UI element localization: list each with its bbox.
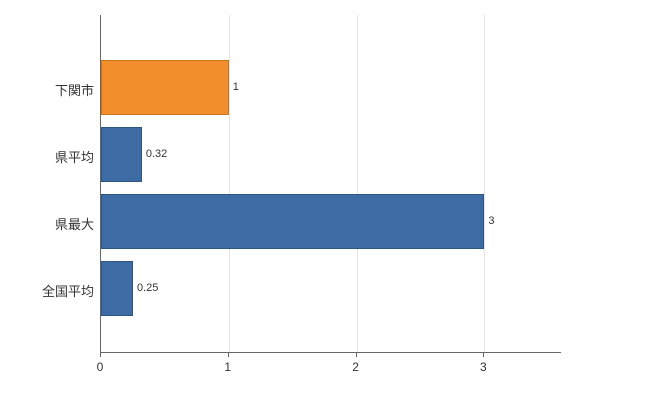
bar (101, 127, 142, 182)
x-axis-tick (100, 352, 101, 357)
category-label: 県平均 (54, 149, 94, 165)
x-tick-label: 2 (352, 360, 359, 374)
x-tick-label: 1 (224, 360, 232, 374)
gridline (356, 15, 358, 352)
bar (101, 261, 133, 316)
value-label: 0.25 (136, 282, 159, 294)
category-label: 県最大 (54, 216, 94, 232)
x-axis-tick (355, 352, 357, 357)
value-label: 3 (488, 215, 495, 227)
value-label: 1 (232, 81, 239, 93)
bar (101, 194, 485, 249)
category-label: 下関市 (54, 82, 94, 98)
gridline (228, 15, 230, 352)
x-tick-label: 0 (96, 360, 104, 374)
x-axis-tick (483, 352, 485, 357)
category-label: 全国平均 (41, 283, 94, 299)
bar (101, 60, 229, 115)
value-label: 0.32 (145, 148, 168, 160)
x-axis-tick (227, 352, 229, 357)
gridline (484, 15, 486, 352)
x-tick-label: 3 (479, 360, 487, 374)
plot-area: 1 0.32 3 0.25 (100, 15, 561, 353)
